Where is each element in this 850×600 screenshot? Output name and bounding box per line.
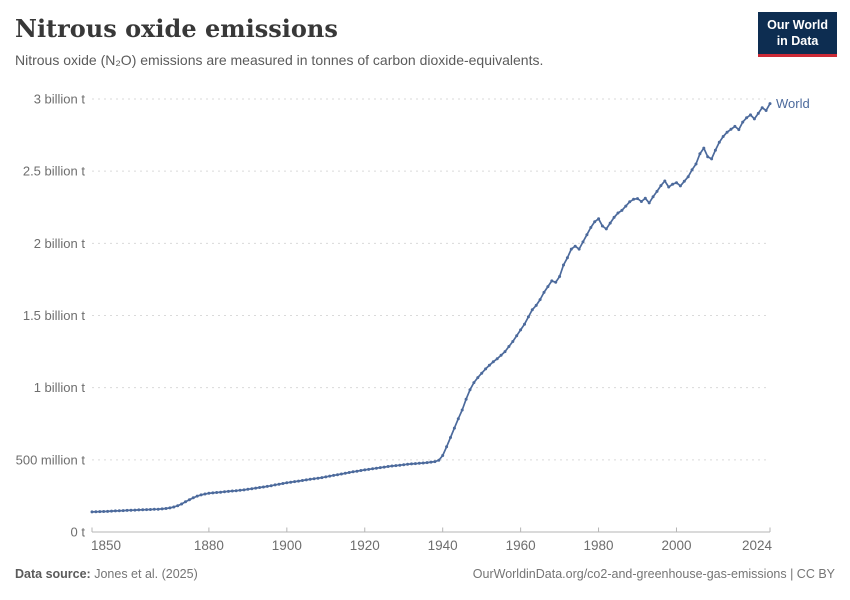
chart-footer: Data source: Jones et al. (2025) OurWorl…	[15, 567, 835, 581]
world-series-label[interactable]: World	[776, 96, 810, 111]
y-tick-label: 3 billion t	[34, 92, 86, 107]
world-line[interactable]	[91, 102, 771, 513]
x-tick-label: 1900	[272, 538, 302, 553]
x-tick-label: 1850	[91, 538, 121, 553]
chart-title: Nitrous oxide emissions	[15, 14, 338, 43]
x-tick-label: 1920	[350, 538, 380, 553]
y-tick-label: 1.5 billion t	[23, 308, 86, 323]
data-source: Data source: Jones et al. (2025)	[15, 567, 198, 581]
x-tick-label: 2024	[742, 538, 773, 553]
x-tick-label: 1880	[194, 538, 224, 553]
emissions-line-chart[interactable]: 0 t 500 million t 1 billion t 1.5 billion t…	[0, 85, 850, 560]
x-tick-label: 1940	[428, 538, 458, 553]
y-tick-label: 0 t	[71, 525, 86, 540]
y-gridlines	[92, 98, 770, 461]
y-tick-label: 2 billion t	[34, 236, 86, 251]
x-tick-label: 1960	[506, 538, 536, 553]
y-tick-label: 1 billion t	[34, 380, 86, 395]
owid-logo-line2: in Data	[776, 34, 819, 49]
x-axis-labels: 1850 1880 1900 1920 1940 1960 1980 2000 2024	[91, 538, 772, 553]
x-tick-label: 1980	[584, 538, 614, 553]
chart-subtitle: Nitrous oxide (N₂O) emissions are measur…	[15, 52, 544, 68]
data-source-value: Jones et al. (2025)	[94, 567, 198, 581]
y-tick-label: 2.5 billion t	[23, 164, 86, 179]
x-tick-label: 2000	[661, 538, 691, 553]
y-tick-label: 500 million t	[16, 452, 86, 467]
world-line-markers	[90, 102, 772, 514]
owid-logo-line1: Our World	[767, 18, 828, 32]
attribution-link[interactable]: OurWorldinData.org/co2-and-greenhouse-ga…	[472, 567, 835, 581]
x-axis	[91, 527, 771, 533]
y-axis-labels: 0 t 500 million t 1 billion t 1.5 billion t…	[16, 92, 86, 540]
data-source-label: Data source:	[15, 567, 91, 581]
owid-logo[interactable]: Our World in Data	[758, 12, 837, 57]
